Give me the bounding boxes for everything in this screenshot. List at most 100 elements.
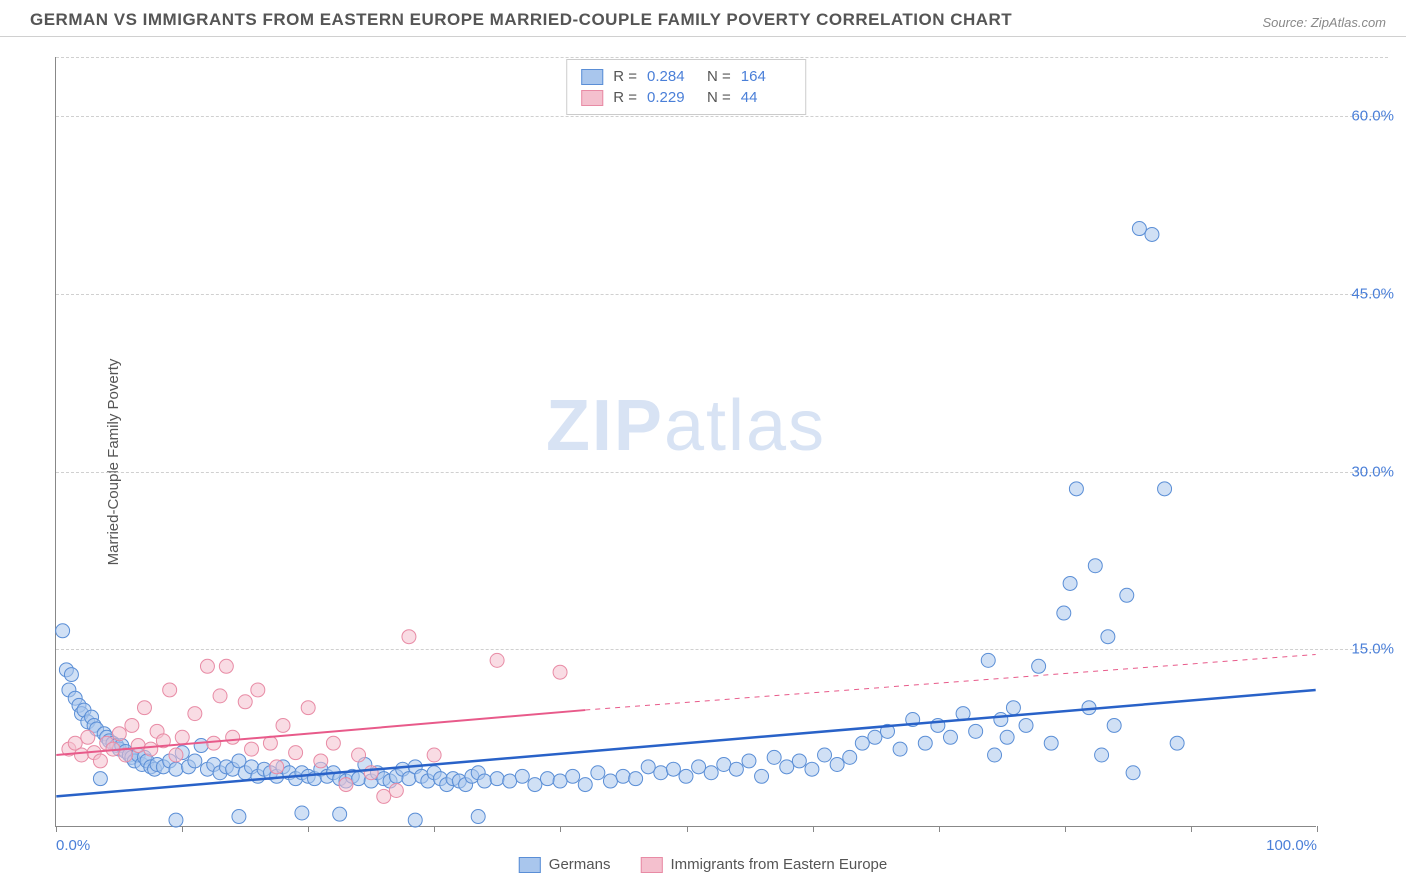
data-point xyxy=(301,701,315,715)
data-point xyxy=(994,713,1008,727)
trend-line-dashed xyxy=(585,654,1315,710)
y-tick-label: 15.0% xyxy=(1351,641,1394,658)
x-tick xyxy=(56,826,57,832)
data-point xyxy=(1000,730,1014,744)
chart-container: Married-Couple Family Poverty ZIPatlas R… xyxy=(0,37,1406,887)
data-point xyxy=(56,624,70,638)
data-point xyxy=(408,813,422,827)
data-point xyxy=(1069,482,1083,496)
x-tick xyxy=(1191,826,1192,832)
data-point xyxy=(1107,718,1121,732)
x-tick xyxy=(813,826,814,832)
gridline xyxy=(56,472,1388,473)
x-tick-label: 100.0% xyxy=(1266,837,1317,854)
x-tick xyxy=(182,826,183,832)
data-point xyxy=(402,630,416,644)
data-point xyxy=(780,760,794,774)
data-point xyxy=(1170,736,1184,750)
data-point xyxy=(641,760,655,774)
data-point xyxy=(1032,659,1046,673)
data-point xyxy=(1158,482,1172,496)
data-point xyxy=(263,736,277,750)
data-point xyxy=(226,730,240,744)
data-point xyxy=(75,748,89,762)
data-point xyxy=(81,730,95,744)
data-point xyxy=(213,689,227,703)
x-tick xyxy=(560,826,561,832)
data-point xyxy=(578,778,592,792)
r-label: R = xyxy=(613,68,637,85)
data-point xyxy=(540,772,554,786)
data-point xyxy=(1088,559,1102,573)
data-point xyxy=(377,789,391,803)
data-point xyxy=(988,748,1002,762)
correlation-legend: R = 0.284 N = 164 R = 0.229 N = 44 xyxy=(566,59,806,115)
data-point xyxy=(893,742,907,756)
swatch-immigrants xyxy=(640,857,662,873)
data-point xyxy=(175,730,189,744)
trend-line xyxy=(56,710,585,755)
x-tick xyxy=(308,826,309,832)
data-point xyxy=(528,778,542,792)
legend-label-immigrants: Immigrants from Eastern Europe xyxy=(670,856,887,873)
data-point xyxy=(188,754,202,768)
data-point xyxy=(93,754,107,768)
x-tick xyxy=(1065,826,1066,832)
title-bar: GERMAN VS IMMIGRANTS FROM EASTERN EUROPE… xyxy=(0,0,1406,37)
data-point xyxy=(112,727,126,741)
n-label: N = xyxy=(707,68,731,85)
n-value-immigrants: 44 xyxy=(741,89,791,106)
data-point xyxy=(188,707,202,721)
legend-label-germans: Germans xyxy=(549,856,611,873)
data-point xyxy=(943,730,957,744)
data-point xyxy=(918,736,932,750)
data-point xyxy=(352,772,366,786)
n-label: N = xyxy=(707,89,731,106)
data-point xyxy=(326,736,340,750)
data-point xyxy=(1006,701,1020,715)
data-point xyxy=(276,718,290,732)
data-point xyxy=(137,701,151,715)
data-point xyxy=(616,769,630,783)
data-point xyxy=(855,736,869,750)
data-point xyxy=(289,746,303,760)
x-tick xyxy=(1317,826,1318,832)
data-point xyxy=(515,769,529,783)
data-point xyxy=(125,718,139,732)
data-point xyxy=(805,762,819,776)
data-point xyxy=(1120,588,1134,602)
data-point xyxy=(1063,576,1077,590)
data-point xyxy=(245,742,259,756)
gridline xyxy=(56,116,1388,117)
n-value-germans: 164 xyxy=(741,68,791,85)
data-point xyxy=(704,766,718,780)
r-label: R = xyxy=(613,89,637,106)
data-point xyxy=(503,774,517,788)
data-point xyxy=(64,668,78,682)
legend-item-germans: Germans xyxy=(519,856,611,873)
data-point xyxy=(742,754,756,768)
swatch-germans xyxy=(519,857,541,873)
data-point xyxy=(1132,222,1146,236)
data-point xyxy=(553,774,567,788)
data-point xyxy=(93,772,107,786)
data-point xyxy=(843,750,857,764)
data-point xyxy=(679,769,693,783)
data-point xyxy=(333,807,347,821)
data-point xyxy=(352,748,366,762)
data-point xyxy=(144,742,158,756)
data-point xyxy=(314,754,328,768)
x-tick xyxy=(434,826,435,832)
x-tick xyxy=(687,826,688,832)
data-point xyxy=(207,736,221,750)
data-point xyxy=(818,748,832,762)
x-tick xyxy=(939,826,940,832)
swatch-germans xyxy=(581,69,603,85)
data-point xyxy=(755,769,769,783)
data-point xyxy=(792,754,806,768)
legend-row-germans: R = 0.284 N = 164 xyxy=(581,66,791,87)
data-point xyxy=(1019,718,1033,732)
x-tick-label: 0.0% xyxy=(56,837,90,854)
r-value-immigrants: 0.229 xyxy=(647,89,697,106)
data-point xyxy=(232,810,246,824)
